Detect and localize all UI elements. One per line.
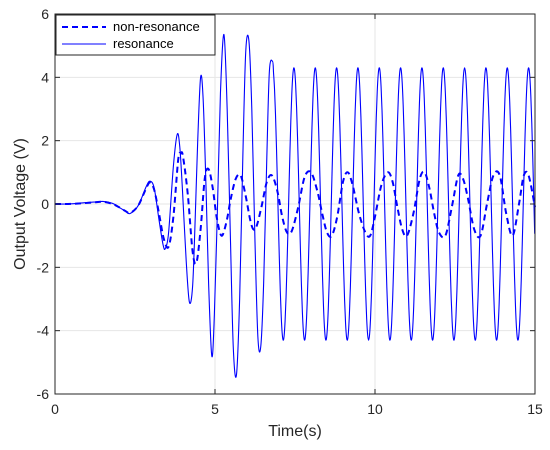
y-tick-label: 0: [41, 196, 49, 212]
tick-marks: [54, 13, 536, 395]
y-tick-label: -6: [37, 386, 50, 402]
y-axis-label: Output Voltage (V): [12, 138, 29, 270]
x-tick-label: 5: [211, 401, 219, 417]
legend: non-resonance resonance: [55, 14, 216, 56]
y-tick-label: -4: [37, 323, 50, 339]
y-tick-label: 6: [41, 6, 49, 22]
x-axis-label: Time(s): [268, 423, 322, 440]
legend-label-resonance: resonance: [113, 36, 174, 51]
series-line-resonance: [54, 34, 536, 378]
x-tick-label: 15: [527, 401, 543, 417]
grid: [55, 14, 535, 394]
legend-box: [55, 14, 216, 56]
series-line-non-resonance: [54, 151, 536, 266]
x-tick-label: 10: [367, 401, 383, 417]
legend-label-non-resonance: non-resonance: [113, 19, 200, 34]
y-tick-label: 2: [41, 133, 49, 149]
series-layer: [54, 34, 536, 378]
y-tick-label: 4: [41, 69, 49, 85]
y-tick-label: -2: [37, 259, 50, 275]
tick-labels: 0 5 10 15 -6 -4 -2 0 2 4 6: [37, 6, 543, 417]
x-tick-label: 0: [51, 401, 59, 417]
